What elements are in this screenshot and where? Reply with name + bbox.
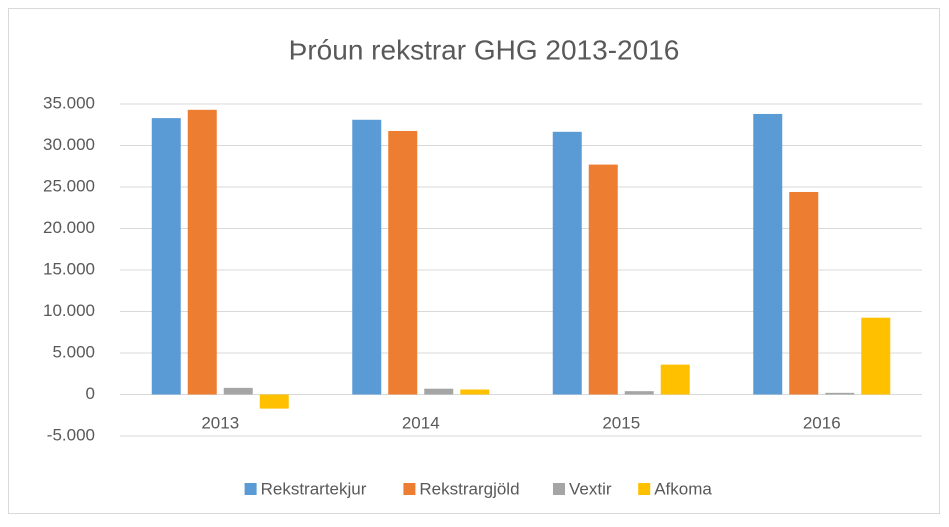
y-tick-label: 30.000 — [43, 135, 95, 154]
bar — [825, 392, 855, 395]
legend-swatch — [244, 483, 257, 495]
x-tick-label: 2014 — [402, 413, 440, 432]
x-tick-label: 2013 — [201, 413, 239, 432]
bar — [388, 130, 418, 395]
y-tick-label: 25.000 — [43, 176, 95, 195]
legend-label: Afkoma — [654, 479, 712, 498]
legend-label: Rekstrartekjur — [261, 479, 367, 498]
y-tick-label: 0 — [86, 384, 95, 403]
bar — [259, 394, 289, 409]
y-tick-label: 15.000 — [43, 259, 95, 278]
legend-label: Rekstrargjöld — [419, 479, 519, 498]
bar — [187, 109, 217, 395]
chart-title: Þróun rekstrar GHG 2013-2016 — [289, 34, 680, 65]
bar — [861, 317, 891, 395]
legend-label: Vextir — [569, 479, 612, 498]
legend-swatch — [403, 483, 416, 495]
bar — [789, 191, 819, 395]
legend-swatch — [553, 483, 565, 495]
bar — [588, 164, 618, 395]
bar — [223, 387, 253, 395]
legend-swatch — [638, 483, 651, 495]
y-tick-label: 5.000 — [52, 342, 95, 361]
bar — [753, 113, 783, 395]
y-tick-label: 20.000 — [43, 218, 95, 237]
bar — [460, 389, 490, 395]
x-tick-label: 2015 — [602, 413, 640, 432]
bar — [624, 391, 654, 395]
bar — [352, 119, 382, 395]
y-tick-label: 35.000 — [43, 93, 95, 112]
y-tick-label: -5.000 — [47, 425, 95, 444]
y-tick-label: 10.000 — [43, 301, 95, 320]
bar — [151, 118, 181, 395]
bar — [424, 388, 454, 395]
bar — [552, 131, 582, 395]
x-tick-label: 2016 — [803, 413, 841, 432]
bar — [660, 364, 690, 395]
